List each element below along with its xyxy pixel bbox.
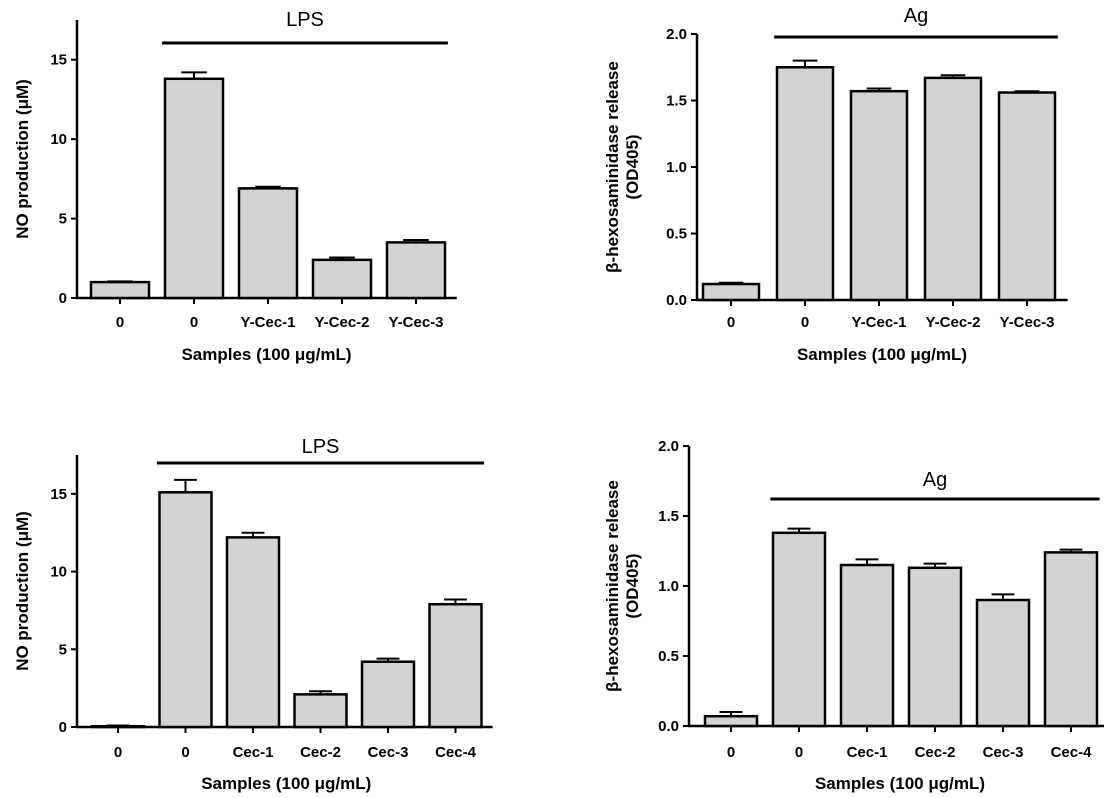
bar xyxy=(158,491,213,729)
x-tick-label: 0 xyxy=(727,314,735,331)
treatment-label: LPS xyxy=(302,436,340,458)
bar xyxy=(771,531,827,728)
bar xyxy=(907,566,963,728)
x-tick-label: 0 xyxy=(116,314,124,331)
y-tick-label: 1.0 xyxy=(658,578,679,595)
y-tick-label: 5 xyxy=(59,641,67,658)
x-tick-label: Y-Cec-2 xyxy=(925,314,980,331)
x-tick-label: Cec-4 xyxy=(1051,744,1093,761)
y-axis-title: β-hexosaminidase release xyxy=(603,61,622,273)
x-tick-label: Cec-1 xyxy=(847,744,888,761)
bar xyxy=(293,693,348,729)
bar xyxy=(975,598,1031,728)
y-tick-label: 0.5 xyxy=(666,226,687,243)
x-tick-label: Y-Cec-3 xyxy=(388,314,443,331)
chart-hexosaminidase-cec: 0.0 0.5 1.0 1.5 2.0 0 0 Cec-1 Cec-2 Cec-3 Cec-4 Ag S… xyxy=(603,438,1104,793)
bar xyxy=(923,76,983,302)
y-axis-title: β-hexosaminidase release xyxy=(603,480,622,692)
x-tick-label: 0 xyxy=(801,314,809,331)
bar xyxy=(997,91,1057,302)
chart-no-production-cec: 0 5 10 15 0 0 Cec-1 Cec-2 Cec-3 Cec-4 LPS Samples (… xyxy=(13,436,493,793)
bar xyxy=(839,563,895,728)
bar xyxy=(703,714,759,728)
x-tick-label: 0 xyxy=(181,744,189,761)
x-tick-label: Cec-3 xyxy=(368,744,409,761)
x-tick-label: 0 xyxy=(190,314,198,331)
bar xyxy=(1043,551,1099,728)
x-axis-title: Samples (100 μg/mL) xyxy=(815,774,985,793)
y-tick-label: 0.0 xyxy=(658,718,679,735)
bar xyxy=(237,187,299,300)
y-tick-label: 2.0 xyxy=(658,438,679,455)
y-tick-label: 0 xyxy=(59,719,67,736)
bar xyxy=(89,280,151,300)
x-tick-label: 0 xyxy=(727,744,735,761)
x-axis-title: Samples (100 μg/mL) xyxy=(797,345,967,364)
bar xyxy=(428,602,483,729)
bar xyxy=(701,282,761,302)
x-axis-title: Samples (100 μg/mL) xyxy=(181,345,351,364)
y-axis-title-units: (OD405) xyxy=(623,134,642,199)
bar xyxy=(385,241,447,300)
y-axis-title-units: (OD405) xyxy=(623,553,642,618)
y-tick-label: 0 xyxy=(59,290,67,307)
y-tick-label: 1.5 xyxy=(658,508,679,525)
y-tick-label: 15 xyxy=(50,52,67,69)
x-tick-label: Cec-3 xyxy=(983,744,1024,761)
x-tick-label: Y-Cec-3 xyxy=(999,314,1054,331)
y-tick-label: 1.0 xyxy=(666,159,687,176)
y-tick-label: 10 xyxy=(50,564,67,581)
bar xyxy=(360,660,416,729)
x-tick-label: Y-Cec-1 xyxy=(240,314,295,331)
x-tick-label: Cec-2 xyxy=(915,744,956,761)
y-axis-title: NO production (μM) xyxy=(13,79,32,239)
x-tick-label: Cec-1 xyxy=(233,744,274,761)
chart-hexosaminidase-y-cec: 0.0 0.5 1.0 1.5 2.0 0 0 Y-Cec-1 Y-Cec-2 Y-Cec-3 Ag… xyxy=(603,5,1068,364)
y-tick-label: 2.0 xyxy=(666,26,687,43)
chart-no-production-y-cec: 0 5 10 15 0 0 Y-Cec-1 Y-Cec-2 Y-Cec-3 LPS Samples … xyxy=(13,9,457,364)
y-tick-label: 15 xyxy=(50,486,67,503)
y-tick-label: 0.5 xyxy=(658,648,679,665)
y-tick-label: 0.0 xyxy=(666,292,687,309)
x-tick-label: Cec-4 xyxy=(435,744,477,761)
y-tick-label: 5 xyxy=(59,211,67,228)
bar xyxy=(163,77,225,300)
bar xyxy=(775,66,835,302)
treatment-label: Ag xyxy=(923,469,947,491)
bar xyxy=(225,536,281,729)
treatment-label: Ag xyxy=(904,5,928,27)
bar xyxy=(849,89,909,302)
x-tick-label: 0 xyxy=(114,744,122,761)
x-tick-label: Cec-2 xyxy=(300,744,341,761)
x-tick-label: Y-Cec-2 xyxy=(314,314,369,331)
y-tick-label: 1.5 xyxy=(666,93,687,110)
x-axis-title: Samples (100 μg/mL) xyxy=(201,774,371,793)
x-tick-label: 0 xyxy=(795,744,803,761)
y-axis-title: NO production (μM) xyxy=(13,511,32,671)
x-tick-label: Y-Cec-1 xyxy=(851,314,906,331)
treatment-label: LPS xyxy=(286,9,324,31)
bar xyxy=(311,258,373,300)
y-tick-label: 10 xyxy=(50,131,67,148)
